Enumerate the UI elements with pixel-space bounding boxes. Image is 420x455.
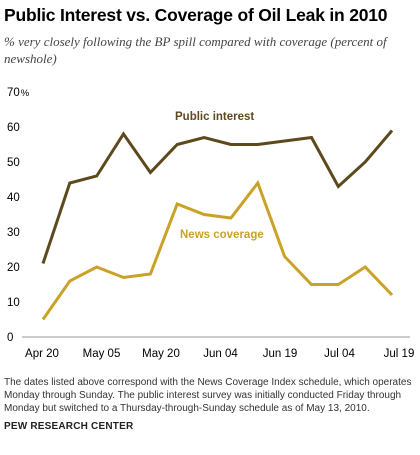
series-line-news-coverage: [41, 179, 394, 321]
x-tick-label: Jul 04: [324, 348, 355, 360]
y-tick-label: 70%: [7, 87, 30, 99]
y-tick-label: 40: [7, 192, 20, 204]
chart-title: Public Interest vs. Coverage of Oil Leak…: [4, 5, 388, 25]
series-group: Public interest News coverage: [41, 111, 394, 321]
y-tick-label: 10: [7, 297, 20, 309]
x-tick-label: Jun 19: [263, 348, 298, 360]
x-tick-label: Jun 04: [203, 348, 238, 360]
x-axis: Apr 20 May 05 May 20 Jun 04 Jun 19 Jul 04 Jul …: [25, 348, 414, 360]
y-tick-label: 30: [7, 227, 20, 239]
x-tick-label: May 05: [83, 348, 121, 360]
series-line-public-interest: [41, 129, 394, 264]
source-credit: PEW RESEARCH CENTER: [4, 421, 134, 432]
x-tick-label: Jul 19: [384, 348, 415, 360]
line-chart: 0 10 20 30 40 50 60 70% Apr 20 May 05 May 20 Jun 0…: [7, 87, 414, 360]
series-label: News coverage: [180, 229, 264, 241]
x-tick-label: May 20: [142, 348, 180, 360]
series-label: Public interest: [175, 111, 254, 123]
y-axis: 0 10 20 30 40 50 60 70%: [7, 87, 30, 344]
x-tick-label: Apr 20: [25, 348, 59, 360]
footnote: The dates listed above correspond with t…: [4, 377, 412, 414]
y-tick-label: 20: [7, 262, 20, 274]
y-unit-label: %: [21, 88, 30, 99]
y-tick-label: 0: [7, 332, 13, 344]
y-tick-label: 60: [7, 122, 20, 134]
y-tick-label: 50: [7, 157, 20, 169]
chart-subtitle: % very closely following the BP spill co…: [4, 34, 387, 66]
